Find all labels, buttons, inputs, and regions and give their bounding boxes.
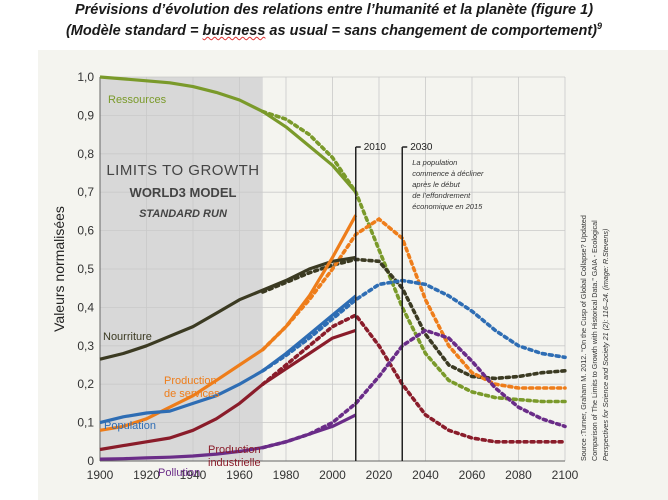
x-tick-label: 1900 xyxy=(87,468,114,482)
y-tick-label: 0,7 xyxy=(77,185,94,199)
series-historical-line xyxy=(99,75,358,194)
labels: 2010 2030 La population commence à décliner… xyxy=(103,94,610,479)
series-label: industrielle xyxy=(208,457,261,469)
x-tick-label: 2000 xyxy=(319,468,346,482)
series-historical-line xyxy=(99,255,357,361)
chart-title: LIMITS TO GROWTH xyxy=(106,162,259,179)
annotation-line: après le début xyxy=(412,180,460,189)
subtitle-misspelled-word: buisness xyxy=(202,22,266,39)
series-label: Ressources xyxy=(108,94,167,106)
series-projection-line xyxy=(260,278,567,373)
x-tick-label: 2020 xyxy=(366,468,393,482)
chart-subtitle: WORLD3 MODEL xyxy=(130,185,237,200)
series-historical-line xyxy=(99,214,358,432)
y-tick-label: 0,5 xyxy=(77,262,94,276)
series-label: Production xyxy=(208,444,261,456)
y-tick-label: 0,2 xyxy=(77,377,94,391)
series-projection-line xyxy=(260,216,567,390)
y-tick-label: 0 xyxy=(87,454,94,468)
series-projection-line xyxy=(260,312,567,444)
axes: 0 0,1 0,2 0,3 0,4 0,5 0,6 0,7 0,8 0,9 1,0 1900 1920 1… xyxy=(51,70,579,482)
series-historical-line xyxy=(99,413,357,461)
source-citation-line: Perspectives for Science and Society 21 … xyxy=(601,229,610,461)
x-tick-label: 2040 xyxy=(412,468,439,482)
page-title: Prévisions d’évolution des relations ent… xyxy=(74,2,594,18)
x-tick-label: 1980 xyxy=(273,468,300,482)
annotation-line: économique en 2015 xyxy=(412,202,483,211)
subtitle-post: = sans changement de comportement) xyxy=(327,22,597,39)
x-tick-label: 2080 xyxy=(505,468,532,482)
source-citation-line: Source :Turner, Graham M. 2012. “On the … xyxy=(579,215,588,461)
y-tick-label: 0,6 xyxy=(77,224,94,238)
y-tick-label: 0,1 xyxy=(77,416,94,430)
x-tick-label: 1960 xyxy=(226,468,253,482)
series-historical-line xyxy=(99,294,357,425)
series-label: Production xyxy=(164,375,217,387)
y-axis-label: Valeurs normalisées xyxy=(51,206,67,332)
y-tick-label: 0,9 xyxy=(77,108,94,122)
year-marker-label: 2030 xyxy=(410,142,433,153)
subtitle-pre: (Modèle standard = xyxy=(65,22,203,39)
series-projection-line xyxy=(260,257,567,381)
source-citation-line: Comparison of The Limits to Growth with … xyxy=(590,220,599,461)
series-historical-line xyxy=(99,328,357,452)
footnote-marker: 9 xyxy=(597,21,603,31)
y-tick-label: 1,0 xyxy=(77,70,94,84)
subtitle-mid: as usual xyxy=(265,22,328,39)
y-tick-label: 0,4 xyxy=(77,300,94,314)
annotation-line: de l’effondrement xyxy=(412,191,471,200)
series-lines xyxy=(99,75,567,461)
x-tick-label: 1920 xyxy=(133,468,160,482)
x-tick-label: 1940 xyxy=(180,468,207,482)
series-projection-line xyxy=(260,109,567,404)
y-tick-label: 0,8 xyxy=(77,147,94,161)
chart: 0 0,1 0,2 0,3 0,4 0,5 0,6 0,7 0,8 0,9 1,0 1900 1920 1… xyxy=(38,50,668,500)
series-label: Population xyxy=(104,420,156,432)
header: Prévisions d’évolution des relations ent… xyxy=(0,0,668,50)
year-marker-label: 2010 xyxy=(364,142,387,153)
annotation-line: La population xyxy=(412,158,457,167)
y-tick-label: 0,3 xyxy=(77,339,94,353)
page-subtitle: (Modèle standard = buisness as usual = s… xyxy=(0,21,668,39)
x-tick-label: 2100 xyxy=(552,468,579,482)
chart-subtitle-2: STANDARD RUN xyxy=(139,208,228,220)
x-tick-label: 2060 xyxy=(459,468,486,482)
series-label: Pollution xyxy=(158,467,200,479)
series-label: Nourriture xyxy=(103,331,152,343)
series-label: de services xyxy=(164,388,220,400)
annotation-line: commence à décliner xyxy=(412,169,484,178)
